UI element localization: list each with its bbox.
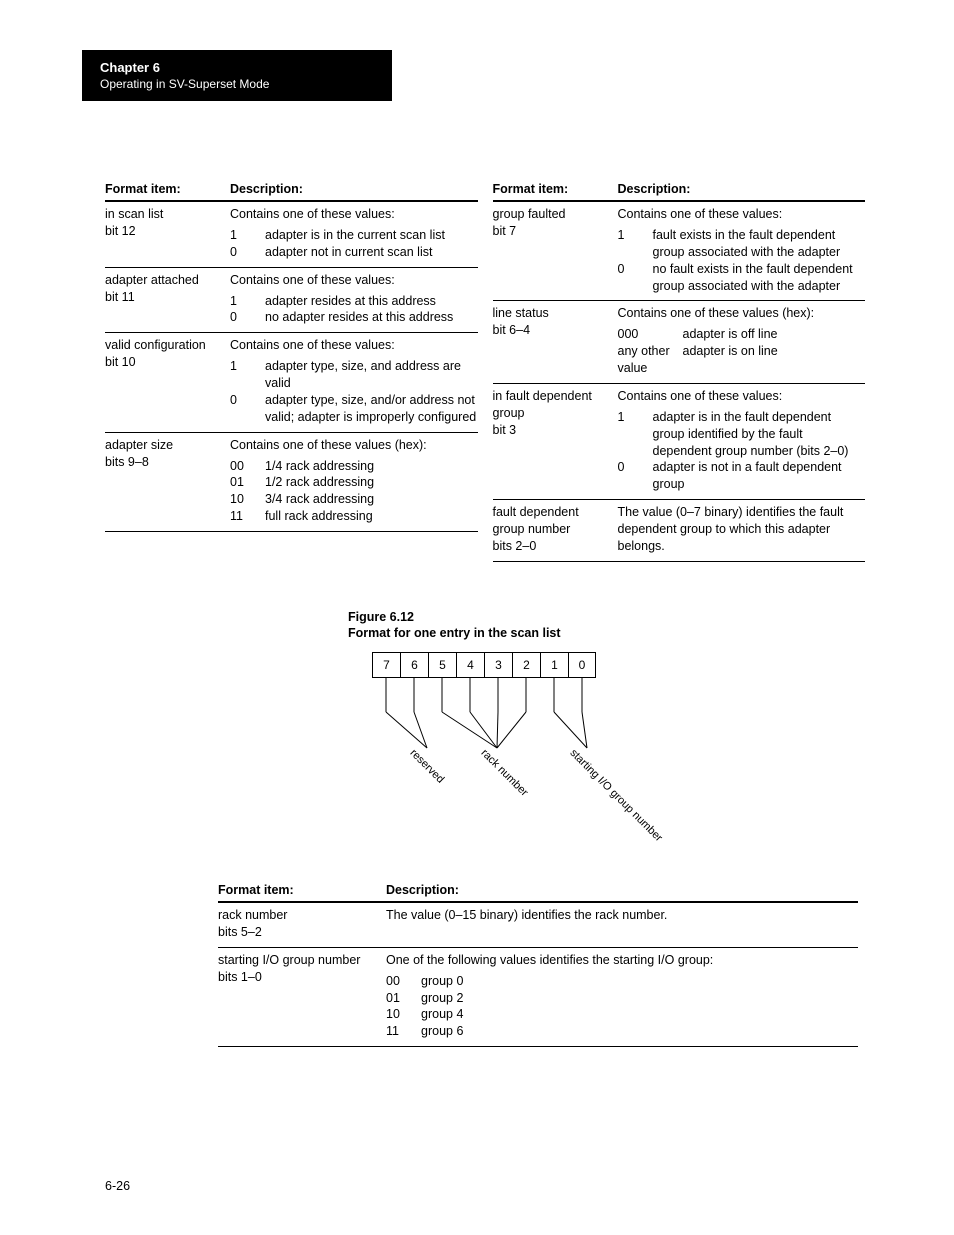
figure-caption: Figure 6.12 Format for one entry in the … xyxy=(348,609,561,642)
description-cell: Contains one of these values:1adapter is… xyxy=(230,206,478,261)
bit-cell: 1 xyxy=(540,652,568,678)
table-row: adapter sizebits 9–8 Contains one of the… xyxy=(105,433,478,532)
header-format-item: Format item: xyxy=(105,182,230,196)
table-header-row: Format item: Description: xyxy=(218,883,858,903)
bit-cell: 6 xyxy=(400,652,428,678)
format-item-cell: group faultedbit 7 xyxy=(493,206,618,294)
table-row: fault dependent group numberbits 2–0 The… xyxy=(493,500,866,562)
table-row: group faultedbit 7 Contains one of these… xyxy=(493,202,866,301)
format-item-cell: rack numberbits 5–2 xyxy=(218,907,386,941)
format-item-cell: in scan listbit 12 xyxy=(105,206,230,261)
description-cell: Contains one of these values:1fault exis… xyxy=(618,206,866,294)
format-item-cell: fault dependent group numberbits 2–0 xyxy=(493,504,618,555)
description-cell: One of the following values identifies t… xyxy=(386,952,858,1040)
description-cell: The value (0–7 binary) identifies the fa… xyxy=(618,504,866,555)
format-item-cell: line statusbit 6–4 xyxy=(493,305,618,377)
header-format-item: Format item: xyxy=(218,883,386,897)
format-item-cell: adapter sizebits 9–8 xyxy=(105,437,230,525)
table1: Format item: Description: in scan listbi… xyxy=(105,182,865,562)
table-row: line statusbit 6–4 Contains one of these… xyxy=(493,301,866,384)
bit-cell: 0 xyxy=(568,652,596,678)
table-row: valid configurationbit 10 Contains one o… xyxy=(105,333,478,432)
table-row: starting I/O group numberbits 1–0 One of… xyxy=(218,948,858,1047)
table-row: in fault dependent groupbit 3 Contains o… xyxy=(493,384,866,500)
table-row: adapter attachedbit 11 Contains one of t… xyxy=(105,268,478,334)
description-cell: Contains one of these values (hex):001/4… xyxy=(230,437,478,525)
description-cell: Contains one of these values:1adapter re… xyxy=(230,272,478,327)
bit-cell: 2 xyxy=(512,652,540,678)
format-item-cell: adapter attachedbit 11 xyxy=(105,272,230,327)
description-cell: The value (0–15 binary) identifies the r… xyxy=(386,907,858,941)
table1-right-column: Format item: Description: group faultedb… xyxy=(493,182,866,562)
table-row: rack numberbits 5–2 The value (0–15 bina… xyxy=(218,903,858,948)
description-cell: Contains one of these values:1adapter ty… xyxy=(230,337,478,425)
bit-cell: 5 xyxy=(428,652,456,678)
bit-diagram-lines xyxy=(372,678,712,878)
format-item-cell: in fault dependent groupbit 3 xyxy=(493,388,618,493)
bit-cell: 4 xyxy=(456,652,484,678)
page-number: 6-26 xyxy=(105,1179,130,1193)
table1-left-column: Format item: Description: in scan listbi… xyxy=(105,182,478,562)
table-header-row: Format item: Description: xyxy=(493,182,866,202)
description-cell: Contains one of these values (hex):000ad… xyxy=(618,305,866,377)
format-item-cell: starting I/O group numberbits 1–0 xyxy=(218,952,386,1040)
header-description: Description: xyxy=(386,883,858,897)
figure-title: Format for one entry in the scan list xyxy=(348,625,561,641)
chapter-number: Chapter 6 xyxy=(100,60,352,75)
header-description: Description: xyxy=(230,182,478,196)
bit-cell: 3 xyxy=(484,652,512,678)
table2: Format item: Description: rack numberbit… xyxy=(218,883,858,1047)
bit-cell: 7 xyxy=(372,652,400,678)
chapter-subtitle: Operating in SV-Superset Mode xyxy=(100,77,352,91)
figure-number: Figure 6.12 xyxy=(348,609,561,625)
header-description: Description: xyxy=(618,182,866,196)
chapter-banner: Chapter 6 Operating in SV-Superset Mode xyxy=(82,50,392,101)
header-format-item: Format item: xyxy=(493,182,618,196)
bit-diagram: 76543210 xyxy=(372,652,596,678)
table-row: in scan listbit 12 Contains one of these… xyxy=(105,202,478,268)
table-header-row: Format item: Description: xyxy=(105,182,478,202)
format-item-cell: valid configurationbit 10 xyxy=(105,337,230,425)
description-cell: Contains one of these values:1adapter is… xyxy=(618,388,866,493)
